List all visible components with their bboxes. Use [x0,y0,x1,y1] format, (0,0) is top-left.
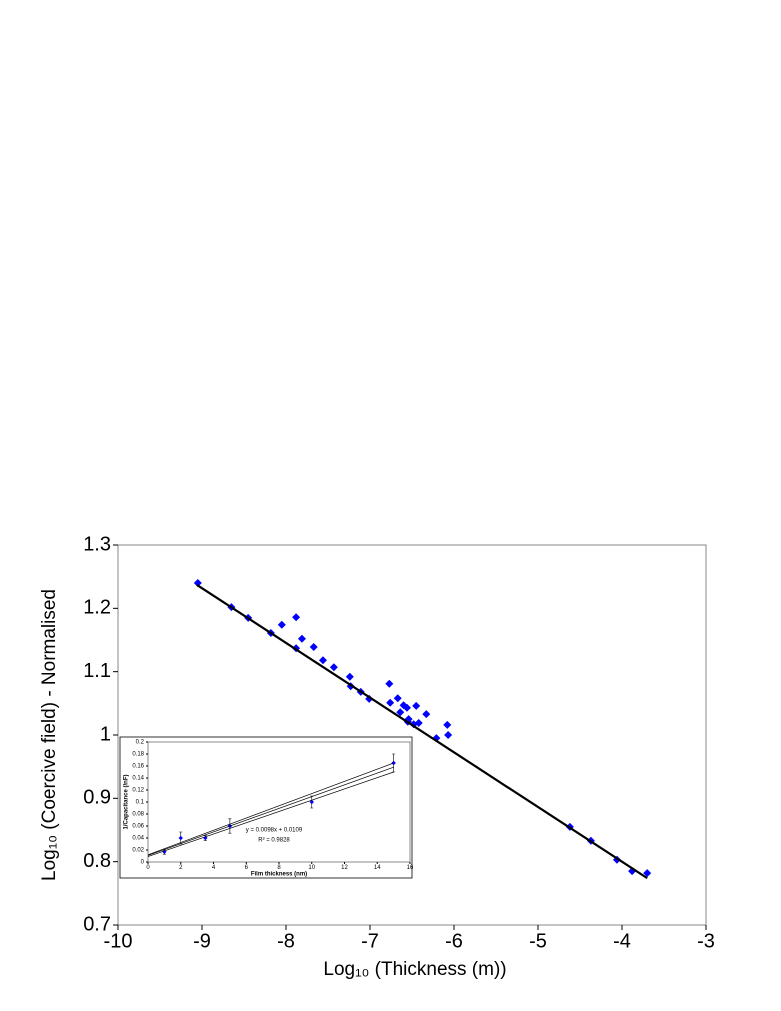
x-axis-label: Log₁₀ (Thickness (m)) [323,959,506,980]
y-tick-label: 0.06 [132,824,144,830]
y-tick-label: 1.3 [83,533,111,555]
point [345,672,354,681]
y-tick-label: 1.1 [83,660,111,682]
x-tick-label: -6 [445,930,463,952]
x-tick-label: 6 [245,865,249,871]
point [443,720,452,729]
inset-frame [119,736,413,879]
y-tick-label: 0.14 [132,776,144,782]
x-tick-label: -4 [613,930,631,952]
x-tick-label: -10 [104,930,133,952]
x-tick-label: 10 [308,865,315,871]
annotation: R² = 0.9828 [258,838,290,844]
point [318,656,327,665]
point [643,869,652,878]
fit-line [147,766,394,856]
y-tick-label: 0.1 [136,800,145,806]
y-tick-label: 0 [141,860,145,866]
point [193,579,202,587]
point [422,710,431,719]
y-tick-label: 0.16 [132,764,144,770]
point [412,701,421,710]
point [178,835,183,841]
y-tick-label: 1.2 [83,597,111,619]
point [292,613,301,622]
x-tick-label: -9 [193,930,211,952]
point [309,642,318,651]
y-axis-label: 1/Capacitance (/nF) [124,774,130,829]
y-tick-label: 0.8 [83,850,111,872]
x-tick-label: 16 [407,865,414,871]
y-tick-label: 0.04 [132,836,144,842]
x-tick-label: 14 [374,865,381,871]
x-tick-label: 12 [341,865,348,871]
x-tick-label: 0 [146,865,150,871]
x-tick-label: 4 [212,865,216,871]
x-axis-label: Film thickness (nm) [251,872,307,878]
y-tick-label: 1 [100,723,111,745]
x-tick-label: -7 [361,930,379,952]
point [277,620,286,629]
point [297,634,306,643]
y-tick-label: 0.12 [132,788,144,794]
y-tick-label: 0.18 [132,752,144,758]
x-tick-label: 2 [179,865,183,871]
point [329,663,338,672]
point [402,703,411,712]
x-tick-label: 8 [277,865,281,871]
y-tick-label: 0.2 [136,740,145,746]
point [414,718,423,727]
y-tick-label: 0.7 [83,913,111,935]
fit-line [196,583,648,880]
y-tick-label: 0.9 [83,787,111,809]
fit-line [147,771,394,857]
x-tick-label: -3 [697,930,715,952]
annotation: y = 0.0098x + 0.0109 [246,828,303,834]
point [162,849,167,854]
point [385,679,394,688]
fit-line [147,762,394,856]
point [444,731,453,739]
y-tick-label: 0.02 [132,848,144,854]
point [396,708,405,717]
y-axis-label: Log₁₀ (Coercive field) - Normalised [39,589,60,881]
x-tick-label: -5 [529,930,547,952]
point [393,694,402,703]
point [386,698,395,707]
y-tick-label: 0.08 [132,812,144,818]
x-tick-label: -8 [277,930,295,952]
